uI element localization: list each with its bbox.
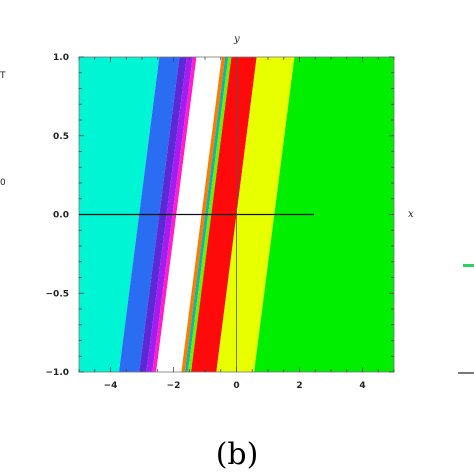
x-tick-label: 0 <box>233 381 239 391</box>
tick-marks <box>78 56 395 373</box>
subfigure-caption: (b) <box>216 437 259 472</box>
x-axis-name: x <box>408 209 414 220</box>
right-edge-gray-line <box>458 372 474 374</box>
y-axis-name: y <box>233 34 240 45</box>
x-tick-label: −2 <box>167 381 181 391</box>
axes <box>79 57 314 372</box>
y-tick-label: 0.5 <box>53 132 69 142</box>
color-bands <box>79 57 394 372</box>
right-edge-green-mark <box>463 264 474 267</box>
tick-labels: −4 −2 0 2 4 −1.0 −0.5 0.0 0.5 1.0 <box>46 53 366 391</box>
cropped-neighbor-fragments: T 0 <box>0 71 474 374</box>
x-tick-label: 4 <box>359 381 365 391</box>
y-tick-label: 1.0 <box>53 53 69 63</box>
y-tick-label: −0.5 <box>46 289 69 299</box>
left-edge-fragment-mid: 0 <box>0 178 6 188</box>
color-band <box>254 57 394 372</box>
x-tick-label: −4 <box>104 381 118 391</box>
y-tick-label: 0.0 <box>53 211 69 221</box>
plot-area: −4 −2 0 2 4 −1.0 −0.5 0.0 0.5 1.0 x y <box>46 34 414 391</box>
x-tick-label: 2 <box>296 381 302 391</box>
left-edge-fragment-top: T <box>0 71 6 81</box>
y-tick-label: −1.0 <box>46 368 69 378</box>
